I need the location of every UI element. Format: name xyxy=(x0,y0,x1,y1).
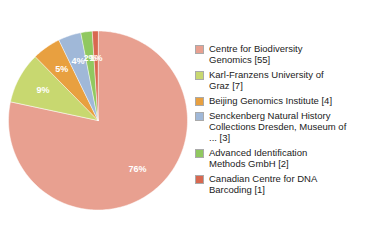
svg-text:76%: 76% xyxy=(128,164,146,174)
svg-text:5%: 5% xyxy=(55,64,68,74)
svg-text:9%: 9% xyxy=(37,85,50,95)
svg-text:1%: 1% xyxy=(89,53,102,63)
